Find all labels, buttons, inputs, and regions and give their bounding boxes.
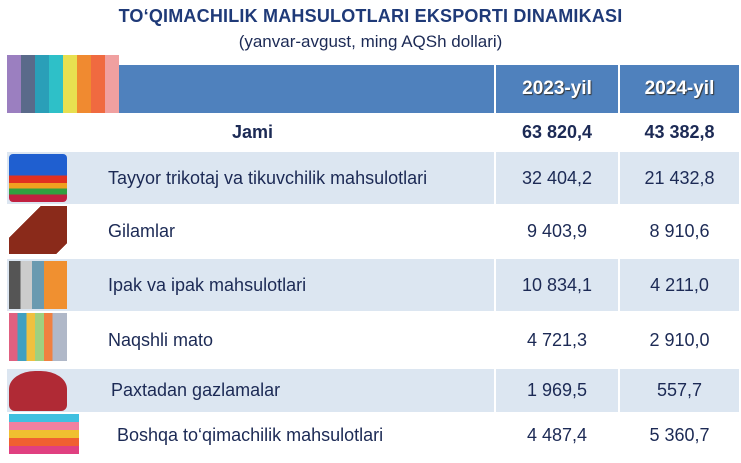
silk-rolls-icon <box>9 261 67 309</box>
row-label: Boshqa to‘qimachilik mahsulotlari <box>117 424 384 445</box>
column-header-2024: 2024-yil <box>620 65 739 113</box>
yarn-cone-icon <box>9 371 67 411</box>
row-label: Ipak va ipak mahsulotlari <box>108 274 307 295</box>
total-2023: 63 820,4 <box>521 122 593 142</box>
row-label: Gilamlar <box>108 221 176 241</box>
value-2023: 4 487,4 <box>526 424 588 445</box>
value-2024: 5 360,7 <box>649 424 710 445</box>
page-title: TO‘QIMACHILIK MAHSULOTLARI EKSPORTI DINA… <box>118 6 623 26</box>
table-row: Ipak va ipak mahsulotlari 10 834,1 4 211… <box>7 259 739 311</box>
table-row: Naqshli mato 4 721,3 2 910,0 <box>7 311 739 369</box>
value-2024: 4 211,0 <box>620 259 739 311</box>
column-header-2023: 2023-yil <box>496 65 618 113</box>
table-row: Paxtadan gazlamalar 1 969,5 557,7 <box>7 369 739 412</box>
table-row: Boshqa to‘qimachilik mahsulotlari 4 487,… <box>7 412 739 458</box>
value-2024: 8 910,6 <box>649 221 710 241</box>
patterned-fabric-icon <box>9 313 67 361</box>
fabric-stack-icon <box>9 414 79 454</box>
total-row: Jami 63 820,4 43 382,8 <box>7 114 739 151</box>
row-label: Paxtadan gazlamalar <box>111 380 281 400</box>
table-row: Gilamlar 9 403,9 8 910,6 <box>7 204 739 259</box>
value-2023: 10 834,1 <box>496 259 618 311</box>
page-subtitle: (yanvar-avgust, ming AQSh dollari) <box>238 32 503 51</box>
value-2023: 9 403,9 <box>526 221 588 241</box>
table-row: Tayyor trikotaj va tikuvchilik mahsulotl… <box>7 152 739 204</box>
value-2024: 21 432,8 <box>620 152 739 204</box>
folded-shirts-icon <box>9 154 67 202</box>
total-2024: 43 382,8 <box>644 122 715 142</box>
total-label: Jami <box>232 122 274 142</box>
row-label: Naqshli mato <box>108 329 214 350</box>
value-2023: 32 404,2 <box>496 152 618 204</box>
value-2024: 557,7 <box>620 369 739 412</box>
row-label: Tayyor trikotaj va tikuvchilik mahsulotl… <box>108 167 428 188</box>
value-2024: 2 910,0 <box>649 329 710 350</box>
header-fabric-image <box>7 55 119 113</box>
carpet-icon <box>9 206 67 254</box>
value-2023: 4 721,3 <box>526 329 588 350</box>
value-2023: 1 969,5 <box>496 369 618 412</box>
